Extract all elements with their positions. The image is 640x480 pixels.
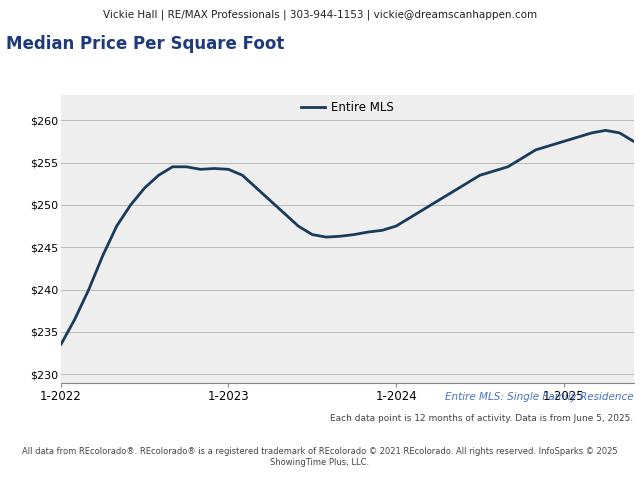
Legend: Entire MLS: Entire MLS	[301, 101, 394, 114]
Text: Median Price Per Square Foot: Median Price Per Square Foot	[6, 35, 285, 53]
Text: Each data point is 12 months of activity. Data is from June 5, 2025.: Each data point is 12 months of activity…	[330, 414, 634, 423]
Text: Vickie Hall | RE/MAX Professionals | 303-944-1153 | vickie@dreamscanhappen.com: Vickie Hall | RE/MAX Professionals | 303…	[103, 10, 537, 20]
Text: Entire MLS: Single Family Residence: Entire MLS: Single Family Residence	[445, 393, 634, 402]
Text: All data from REcolorado®. REcolorado® is a registered trademark of REcolorado ©: All data from REcolorado®. REcolorado® i…	[22, 447, 618, 467]
